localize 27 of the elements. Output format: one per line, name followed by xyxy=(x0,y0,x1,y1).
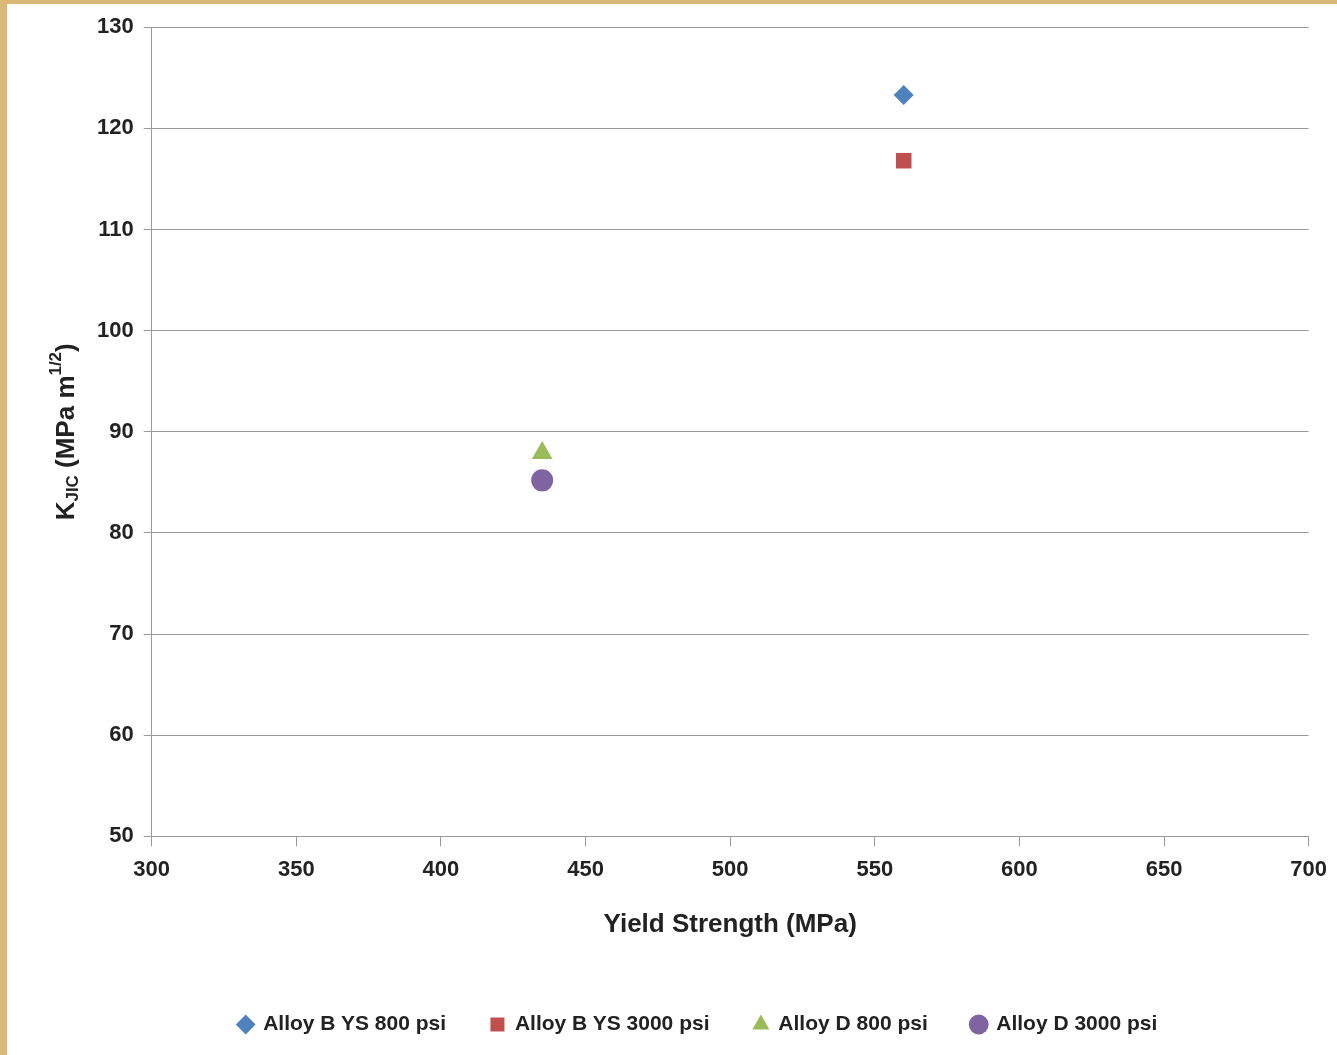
legend-label: Alloy B YS 800 psi xyxy=(263,1011,447,1035)
y-tick-label: 110 xyxy=(98,215,134,241)
y-tick-label: 130 xyxy=(96,13,134,39)
x-tick-label: 600 xyxy=(1001,855,1038,881)
legend-label: Alloy D 800 psi xyxy=(778,1011,928,1035)
legend-label: Alloy D 3000 psi xyxy=(996,1011,1158,1035)
y-tick-label: 70 xyxy=(109,620,134,646)
x-tick-label: 650 xyxy=(1145,855,1183,881)
legend-label: Alloy B YS 3000 psi xyxy=(514,1011,710,1035)
x-tick-label: 450 xyxy=(567,855,604,881)
x-tick-label: 550 xyxy=(856,855,894,881)
y-axis-title: KJIC (MPa m1/2) xyxy=(46,343,83,521)
y-tick-label: 60 xyxy=(109,721,134,747)
y-tick-label: 50 xyxy=(109,822,134,848)
x-tick-label: 350 xyxy=(277,855,315,881)
y-tick-label: 120 xyxy=(96,114,134,140)
x-tick-label: 500 xyxy=(711,855,749,881)
y-tick-label: 100 xyxy=(96,316,134,342)
x-axis-title: Yield Strength (MPa) xyxy=(603,907,857,938)
x-tick-label: 400 xyxy=(422,855,460,881)
y-tick-label: 90 xyxy=(109,417,134,443)
x-tick-label: 700 xyxy=(1290,855,1328,881)
x-tick-label: 300 xyxy=(133,855,171,881)
point xyxy=(531,469,554,492)
point xyxy=(893,84,914,105)
y-tick-label: 80 xyxy=(109,519,134,545)
point xyxy=(895,152,912,169)
